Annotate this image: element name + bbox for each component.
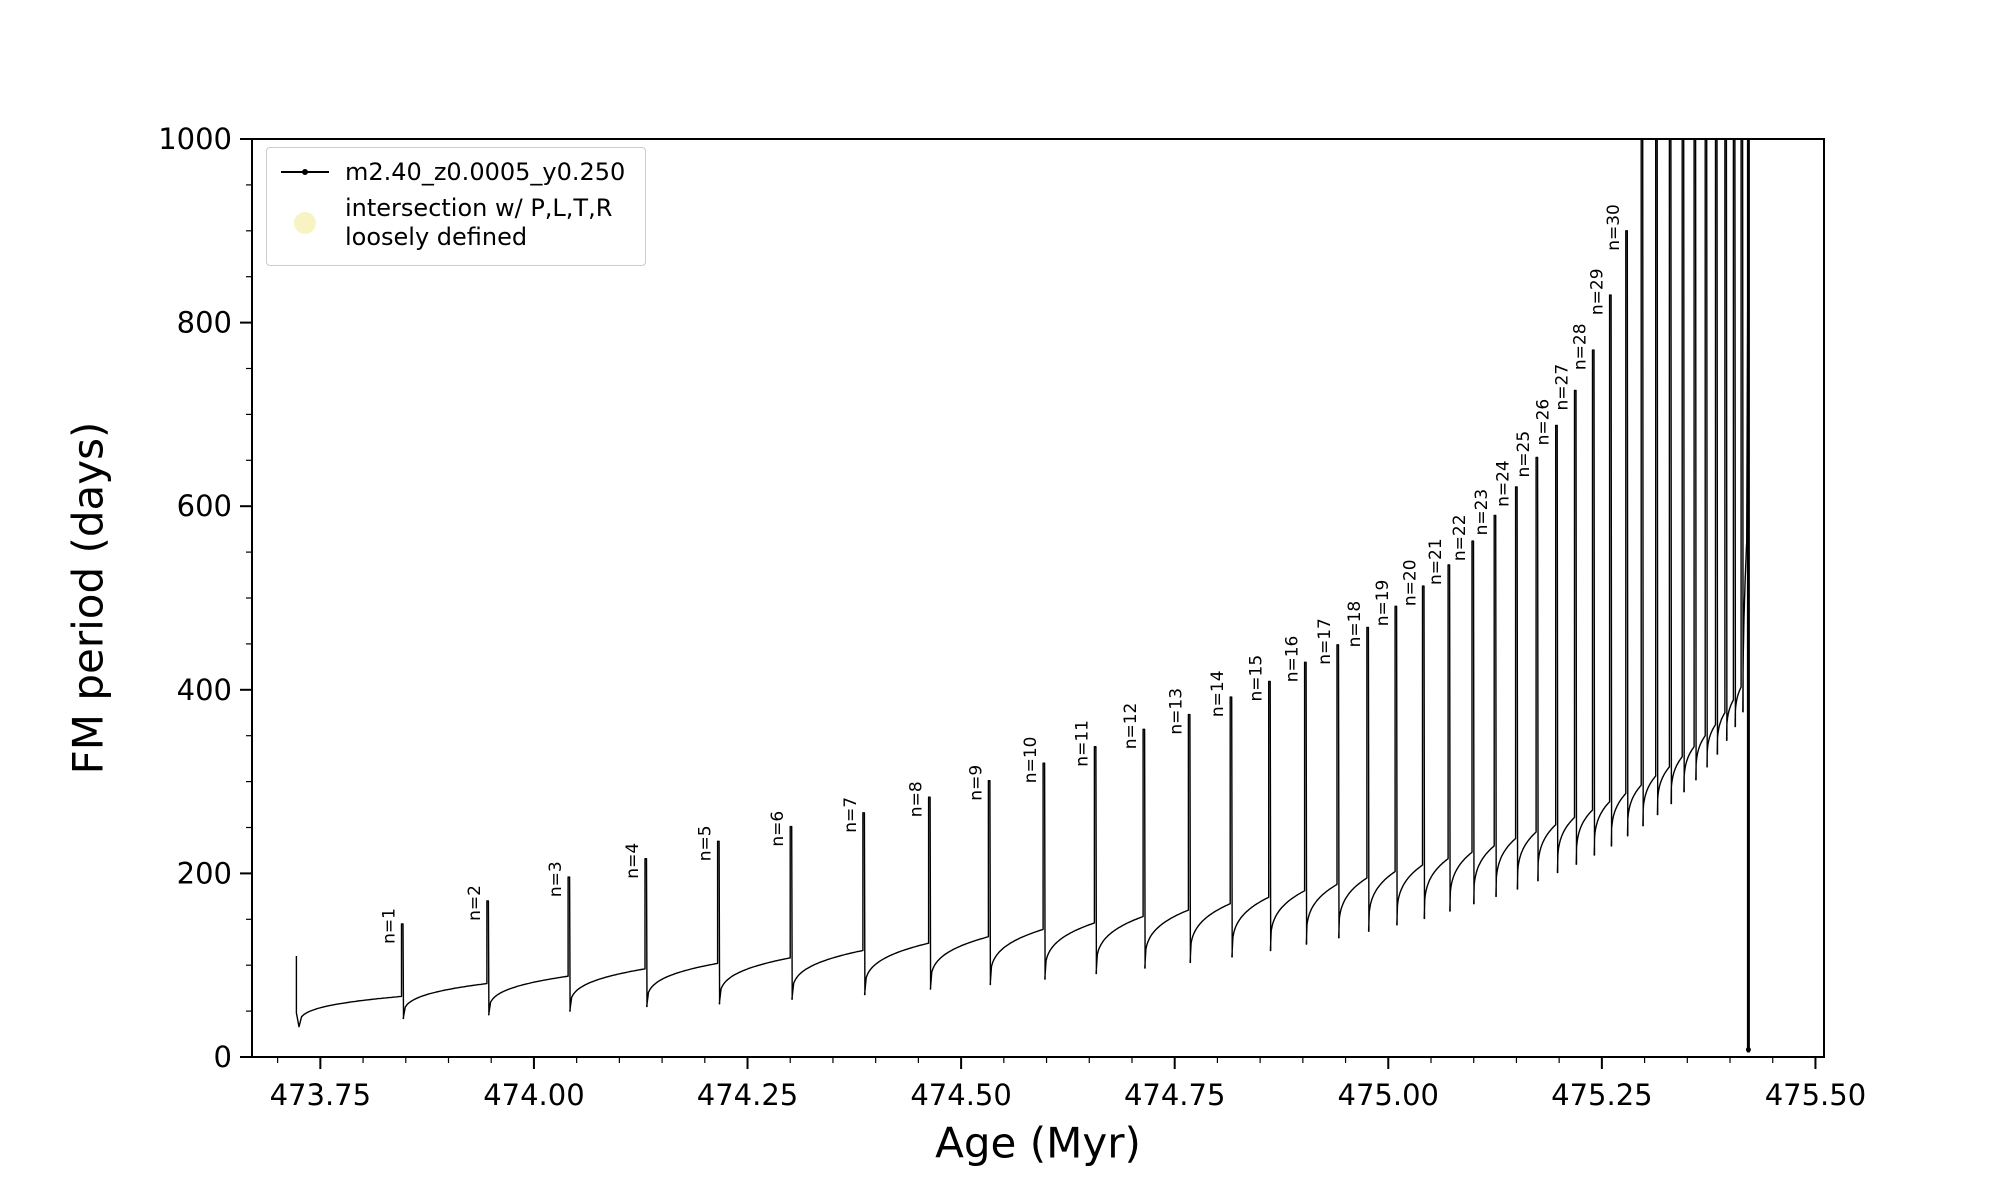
line-marker-icon: [281, 169, 329, 175]
pulse-label: n=14: [1208, 670, 1228, 717]
pulse-label: n=17: [1315, 618, 1335, 665]
pulse-label: n=18: [1345, 601, 1365, 648]
pulse-label: n=22: [1450, 514, 1470, 561]
pulse-label: n=27: [1553, 364, 1573, 411]
pulse-label: n=25: [1514, 431, 1534, 478]
x-tick-label: 474.00: [483, 1078, 584, 1112]
y-tick-label: 0: [214, 1040, 232, 1074]
x-tick-label: 474.25: [697, 1078, 798, 1112]
x-axis-title: Age (Myr): [935, 1118, 1141, 1168]
pulse-label: n=2: [465, 885, 485, 921]
pulse-label: n=11: [1072, 720, 1092, 767]
dot-marker-icon: [302, 169, 308, 175]
pulse-label: n=12: [1121, 703, 1141, 750]
legend-entry-series: m2.40_z0.0005_y0.250: [281, 158, 625, 186]
pulse-label: n=28: [1571, 323, 1591, 370]
pulse-label: n=19: [1373, 580, 1393, 627]
pulse-label: n=7: [841, 797, 861, 833]
y-tick-label: 600: [177, 489, 232, 523]
pulse-label: n=3: [546, 861, 566, 897]
pulse-label: n=5: [696, 825, 716, 861]
y-tick-label: 200: [177, 856, 232, 890]
intersection-marker-icon: [294, 212, 316, 235]
pulse-label: n=24: [1494, 460, 1514, 507]
y-tick-label: 800: [177, 306, 232, 340]
x-tick-label: 473.75: [270, 1078, 371, 1112]
axes: 473.75 474.00 474.25 474.50 474.75 475.00 475.…: [158, 122, 1866, 1112]
pulse-label: n=20: [1401, 559, 1421, 606]
pulse-label: n=23: [1472, 489, 1492, 536]
x-tick-label: 475.00: [1338, 1078, 1439, 1112]
x-tick-label: 475.50: [1765, 1078, 1866, 1112]
legend-entry-intersection: intersection w/ P,L,T,R loosely defined: [281, 194, 625, 253]
terminal-dot: [1745, 1047, 1751, 1053]
legend-series-label: m2.40_z0.0005_y0.250: [345, 158, 626, 186]
y-tick-label: 1000: [158, 122, 232, 156]
x-tick-label: 475.25: [1551, 1078, 1652, 1112]
pulse-label: n=15: [1247, 655, 1267, 702]
pulse-label: n=9: [966, 765, 986, 801]
x-tick-label: 474.50: [910, 1078, 1011, 1112]
y-tick-label: 400: [177, 673, 232, 707]
pulse-label: n=6: [768, 811, 788, 847]
y-axis-title: FM period (days): [63, 421, 113, 775]
pulse-label: n=10: [1021, 737, 1041, 784]
pulse-labels: n=1 n=2 n=3 n=4 n=5 n=6 n=7 n=8 n=9 n=10 n=11 n=12 n…: [380, 204, 1624, 944]
legend-intersection-label-line2: loosely defined: [345, 223, 528, 252]
legend-intersection-label: intersection w/ P,L,T,R loosely defined: [345, 194, 612, 253]
pulse-label: n=1: [380, 908, 400, 944]
pulse-label: n=4: [623, 843, 643, 879]
x-tick-label: 474.75: [1124, 1078, 1225, 1112]
pulse-label: n=30: [1604, 204, 1624, 251]
series-line: [295, 138, 1750, 1053]
pulse-label: n=8: [907, 781, 927, 817]
pulse-label: n=29: [1588, 268, 1608, 315]
pulse-label: n=16: [1283, 636, 1303, 683]
legend-intersection-label-line1: intersection w/ P,L,T,R: [345, 194, 613, 222]
legend: m2.40_z0.0005_y0.250 intersection w/ P,L…: [266, 147, 647, 266]
pulse-label: n=13: [1166, 688, 1186, 735]
pulse-label: n=21: [1426, 538, 1446, 585]
pulse-label: n=26: [1534, 399, 1554, 446]
